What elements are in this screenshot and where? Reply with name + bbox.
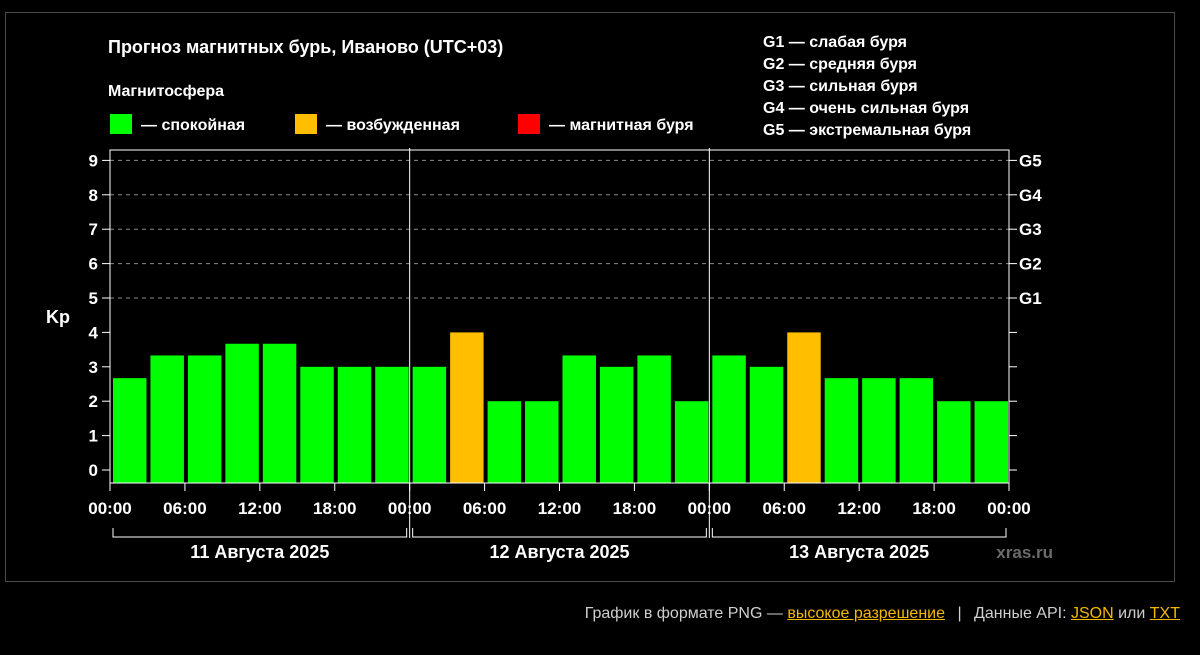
y-tick-label-9: 9 [89, 151, 98, 170]
legend-label-active: — возбужденная [326, 117, 460, 134]
bar-11 [525, 401, 559, 483]
legend-label-storm: — магнитная буря [549, 117, 694, 134]
bar-2 [187, 355, 222, 483]
json-link[interactable]: JSON [1070, 605, 1114, 622]
g-legend-2: G2 — средняя буря [763, 56, 917, 73]
bar-5 [300, 366, 334, 483]
x-tick-label-10: 12:00 [837, 499, 880, 518]
day-bracket-2 [711, 528, 1007, 538]
bar-14 [637, 355, 671, 483]
g-level-label-g5: G5 [1019, 151, 1042, 170]
g-legend-3: G3 — сильная буря [763, 78, 918, 95]
y-tick-label-7: 7 [89, 220, 98, 239]
g-level-label-g4: G4 [1019, 186, 1042, 205]
bar-6 [337, 366, 372, 483]
footer-separator: | [957, 605, 962, 622]
api-label: Данные API: [974, 605, 1067, 622]
y-tick-label-1: 1 [89, 427, 98, 446]
bar-0 [113, 378, 147, 483]
day-label-1: 12 Августа 2025 [489, 542, 629, 562]
day-bracket-1 [412, 528, 707, 538]
chart-svg: Прогноз магнитных бурь, Иваново (UTC+03)… [46, 34, 1053, 562]
chart-title: Прогноз магнитных бурь, Иваново (UTC+03) [108, 37, 503, 57]
day-label-0: 11 Августа 2025 [190, 542, 329, 562]
bar-19 [824, 378, 859, 483]
txt-link[interactable]: TXT [1149, 605, 1180, 622]
bar-15 [674, 401, 709, 483]
y-tick-label-8: 8 [89, 186, 98, 205]
bar-13 [599, 366, 634, 483]
x-tick-label-1: 06:00 [163, 499, 206, 518]
bar-21 [899, 378, 934, 483]
or-label: или [1118, 605, 1146, 622]
x-tick-label-11: 18:00 [912, 499, 955, 518]
watermark: xras.ru [996, 543, 1053, 562]
legend-swatch-storm [518, 114, 540, 134]
g-level-label-g1: G1 [1019, 289, 1042, 308]
footer: График в формате PNG — высокое разрешени… [585, 605, 1180, 623]
bar-9 [450, 332, 484, 483]
x-tick-label-5: 06:00 [463, 499, 506, 518]
g-level-label-g2: G2 [1019, 255, 1042, 274]
x-tick-label-2: 12:00 [238, 499, 281, 518]
x-tick-label-12: 00:00 [987, 499, 1030, 518]
day-bracket-0 [112, 528, 408, 538]
y-tick-label-0: 0 [89, 461, 98, 480]
x-tick-label-4: 00:00 [388, 499, 431, 518]
x-tick-label-3: 18:00 [313, 499, 356, 518]
legend-swatch-quiet [110, 114, 132, 134]
footer-prefix: График в формате PNG — [584, 605, 783, 622]
bar-20 [862, 378, 896, 483]
chart-frame [5, 12, 1175, 582]
bar-7 [375, 366, 409, 483]
day-label-2: 13 Августа 2025 [789, 542, 929, 562]
plot-area: 0 1 2 3 4 5 6 7 8 9 G1 G2 G3 G4 G5 00:00 06:00 12:00 18:00… [88, 148, 1042, 562]
x-tick-label-0: 00:00 [88, 499, 131, 518]
x-tick-label-6: 12:00 [538, 499, 581, 518]
bar-10 [487, 401, 522, 483]
bar-17 [749, 366, 784, 483]
bar-16 [712, 355, 746, 483]
g-legend-4: G4 — очень сильная буря [763, 100, 969, 117]
legend-title: Магнитосфера [108, 83, 224, 100]
g-legend-1: G1 — слабая буря [763, 34, 907, 51]
y-tick-label-6: 6 [89, 255, 98, 274]
g-level-label-g3: G3 [1019, 220, 1042, 239]
g-scale-legend: G1 — слабая буря G2 — средняя буря G3 — … [763, 34, 971, 139]
x-tick-label-7: 18:00 [613, 499, 656, 518]
x-tick-label-8: 00:00 [688, 499, 731, 518]
bar-23 [974, 401, 1008, 483]
y-tick-label-5: 5 [89, 289, 98, 308]
legend: — спокойная — возбужденная — магнитная б… [110, 114, 694, 134]
y-tick-label-2: 2 [89, 392, 98, 411]
bar-4 [262, 343, 297, 483]
hires-link[interactable]: высокое разрешение [787, 605, 945, 622]
bar-22 [937, 401, 971, 483]
bar-18 [787, 332, 821, 483]
bar-3 [225, 343, 259, 483]
bar-12 [562, 355, 596, 483]
legend-label-quiet: — спокойная [141, 117, 245, 134]
bar-8 [412, 366, 447, 483]
x-tick-label-9: 06:00 [763, 499, 806, 518]
bar-1 [150, 355, 184, 483]
y-tick-label-4: 4 [89, 323, 99, 342]
y-tick-label-3: 3 [89, 358, 98, 377]
y-axis-label: Kp [46, 307, 70, 327]
legend-swatch-active [295, 114, 317, 134]
g-legend-5: G5 — экстремальная буря [763, 122, 971, 139]
